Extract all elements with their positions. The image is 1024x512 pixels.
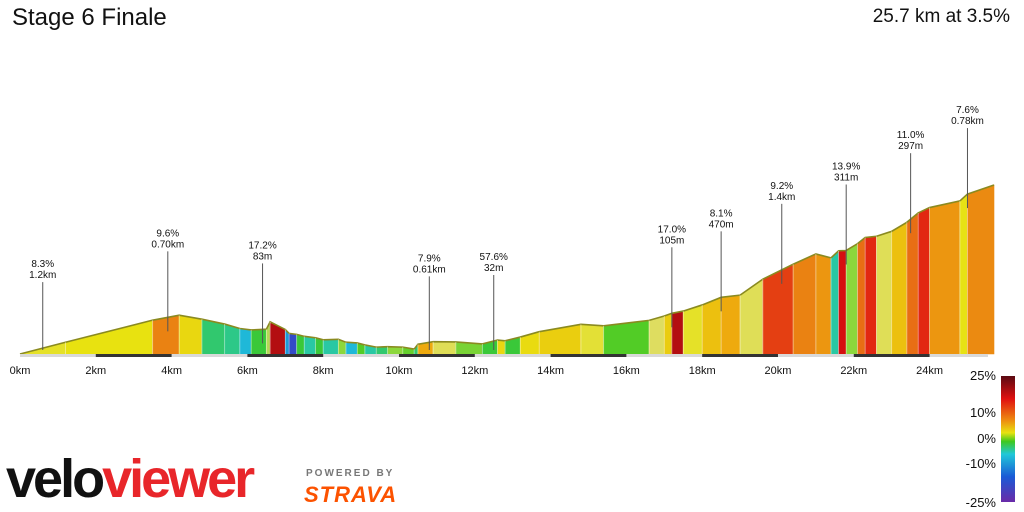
profile-segment	[891, 221, 908, 355]
annotation-length: 83m	[253, 251, 272, 262]
x-axis: 0km 2km 4km 6km 8km 10km 12km 14km 16km 18km 20km 2…	[10, 354, 988, 377]
profile-segment	[720, 294, 741, 355]
powered-by-label: POWERED BY	[306, 468, 395, 479]
x-tick-label: 0km	[10, 365, 31, 377]
legend-label-10: 10%	[969, 405, 996, 420]
annotation-grade: 9.2%	[770, 181, 793, 192]
profile-segment	[296, 333, 305, 355]
profile-area	[19, 184, 995, 355]
x-tick-label: 14km	[537, 365, 564, 377]
profile-segment	[269, 321, 286, 355]
annotation-grade: 57.6%	[480, 252, 508, 263]
profile-segment	[830, 250, 839, 355]
profile-segment	[906, 212, 919, 355]
x-axis-band	[398, 354, 475, 357]
profile-segment	[959, 193, 968, 355]
x-tick-label: 20km	[765, 365, 792, 377]
legend-label-neg25: -25%	[965, 495, 996, 510]
legend-label-neg10: -10%	[965, 456, 996, 471]
profile-segment	[701, 296, 722, 355]
x-axis-band	[550, 354, 627, 357]
profile-segment	[239, 328, 252, 355]
x-tick-label: 8km	[313, 365, 334, 377]
annotation-length: 0.78km	[951, 116, 984, 127]
x-tick-label: 12km	[461, 365, 488, 377]
x-tick-label: 6km	[237, 365, 258, 377]
x-axis-band	[702, 354, 778, 357]
x-tick-label: 4km	[161, 365, 182, 377]
annotation-length: 0.70km	[151, 239, 184, 250]
profile-segment	[857, 236, 866, 355]
x-tick-label: 18km	[689, 365, 716, 377]
annotation-grade: 7.6%	[956, 105, 979, 116]
profile-segment	[152, 314, 180, 355]
profile-segment	[322, 338, 339, 355]
profile-segment	[497, 339, 506, 355]
annotation-length: 32m	[484, 263, 503, 274]
x-tick-label: 16km	[613, 365, 640, 377]
x-axis-band	[247, 354, 324, 357]
x-axis-line	[20, 354, 988, 357]
x-tick-label: 22km	[840, 365, 867, 377]
profile-segment	[288, 333, 297, 355]
profile-segment	[682, 304, 703, 355]
annotation-length: 1.4km	[768, 192, 795, 203]
x-axis-band	[853, 354, 930, 357]
profile-segment	[864, 235, 877, 355]
route-summary: 25.7 km at 3.5%	[872, 6, 1010, 27]
profile-segment	[671, 310, 684, 355]
annotation-grade: 11.0%	[897, 130, 925, 141]
profile-segment	[303, 335, 316, 355]
annotation-grade: 9.6%	[156, 228, 179, 239]
x-tick-label: 10km	[386, 365, 413, 377]
profile-segment	[648, 315, 665, 355]
profile-segment	[967, 184, 995, 355]
annotation-grade: 13.9%	[832, 161, 860, 172]
x-axis-band	[95, 354, 172, 357]
annotation-length: 470m	[709, 219, 734, 230]
grade-legend-bar	[1001, 376, 1015, 502]
profile-segment	[250, 328, 267, 355]
strava-logo: STRAVA	[304, 482, 398, 507]
page-title: Stage 6 Finale	[12, 4, 167, 31]
annotation-grade: 7.9%	[418, 253, 441, 264]
profile-segment	[845, 243, 858, 355]
profile-segment	[815, 253, 832, 355]
annotations: 8.3%1.2km 9.6%0.70km 17.2%83m 7.9%0.61km 57.…	[29, 105, 984, 350]
annotation-length: 1.2km	[29, 270, 56, 281]
profile-segment	[178, 314, 203, 355]
profile-segment	[345, 341, 358, 355]
annotation-grade: 8.3%	[31, 259, 54, 270]
annotation-length: 311m	[834, 172, 858, 183]
x-tick-label: 24km	[916, 365, 943, 377]
profile-segment	[201, 318, 225, 355]
legend-label-0: 0%	[977, 431, 996, 446]
annotation-length: 0.61km	[413, 264, 446, 275]
profile-segment	[917, 207, 930, 355]
legend-label-25: 25%	[969, 368, 996, 383]
annotation-length: 105m	[659, 235, 684, 246]
annotation-grade: 17.0%	[658, 224, 686, 235]
x-tick-label: 2km	[85, 365, 106, 377]
profile-segment	[432, 341, 457, 355]
annotation-length: 297m	[898, 141, 923, 152]
profile-segment	[65, 319, 153, 355]
profile-segment	[739, 278, 764, 355]
profile-segment	[580, 324, 604, 355]
profile-outline	[19, 184, 995, 355]
veloviewer-logo: veloviewer	[6, 449, 255, 509]
annotation-grade: 8.1%	[710, 208, 733, 219]
annotation-grade: 17.2%	[248, 240, 276, 251]
profile-segment	[838, 250, 847, 355]
profile-segment	[792, 253, 817, 355]
profile-segment	[663, 312, 673, 355]
profile-segment	[876, 230, 892, 355]
profile-segment	[929, 200, 961, 355]
